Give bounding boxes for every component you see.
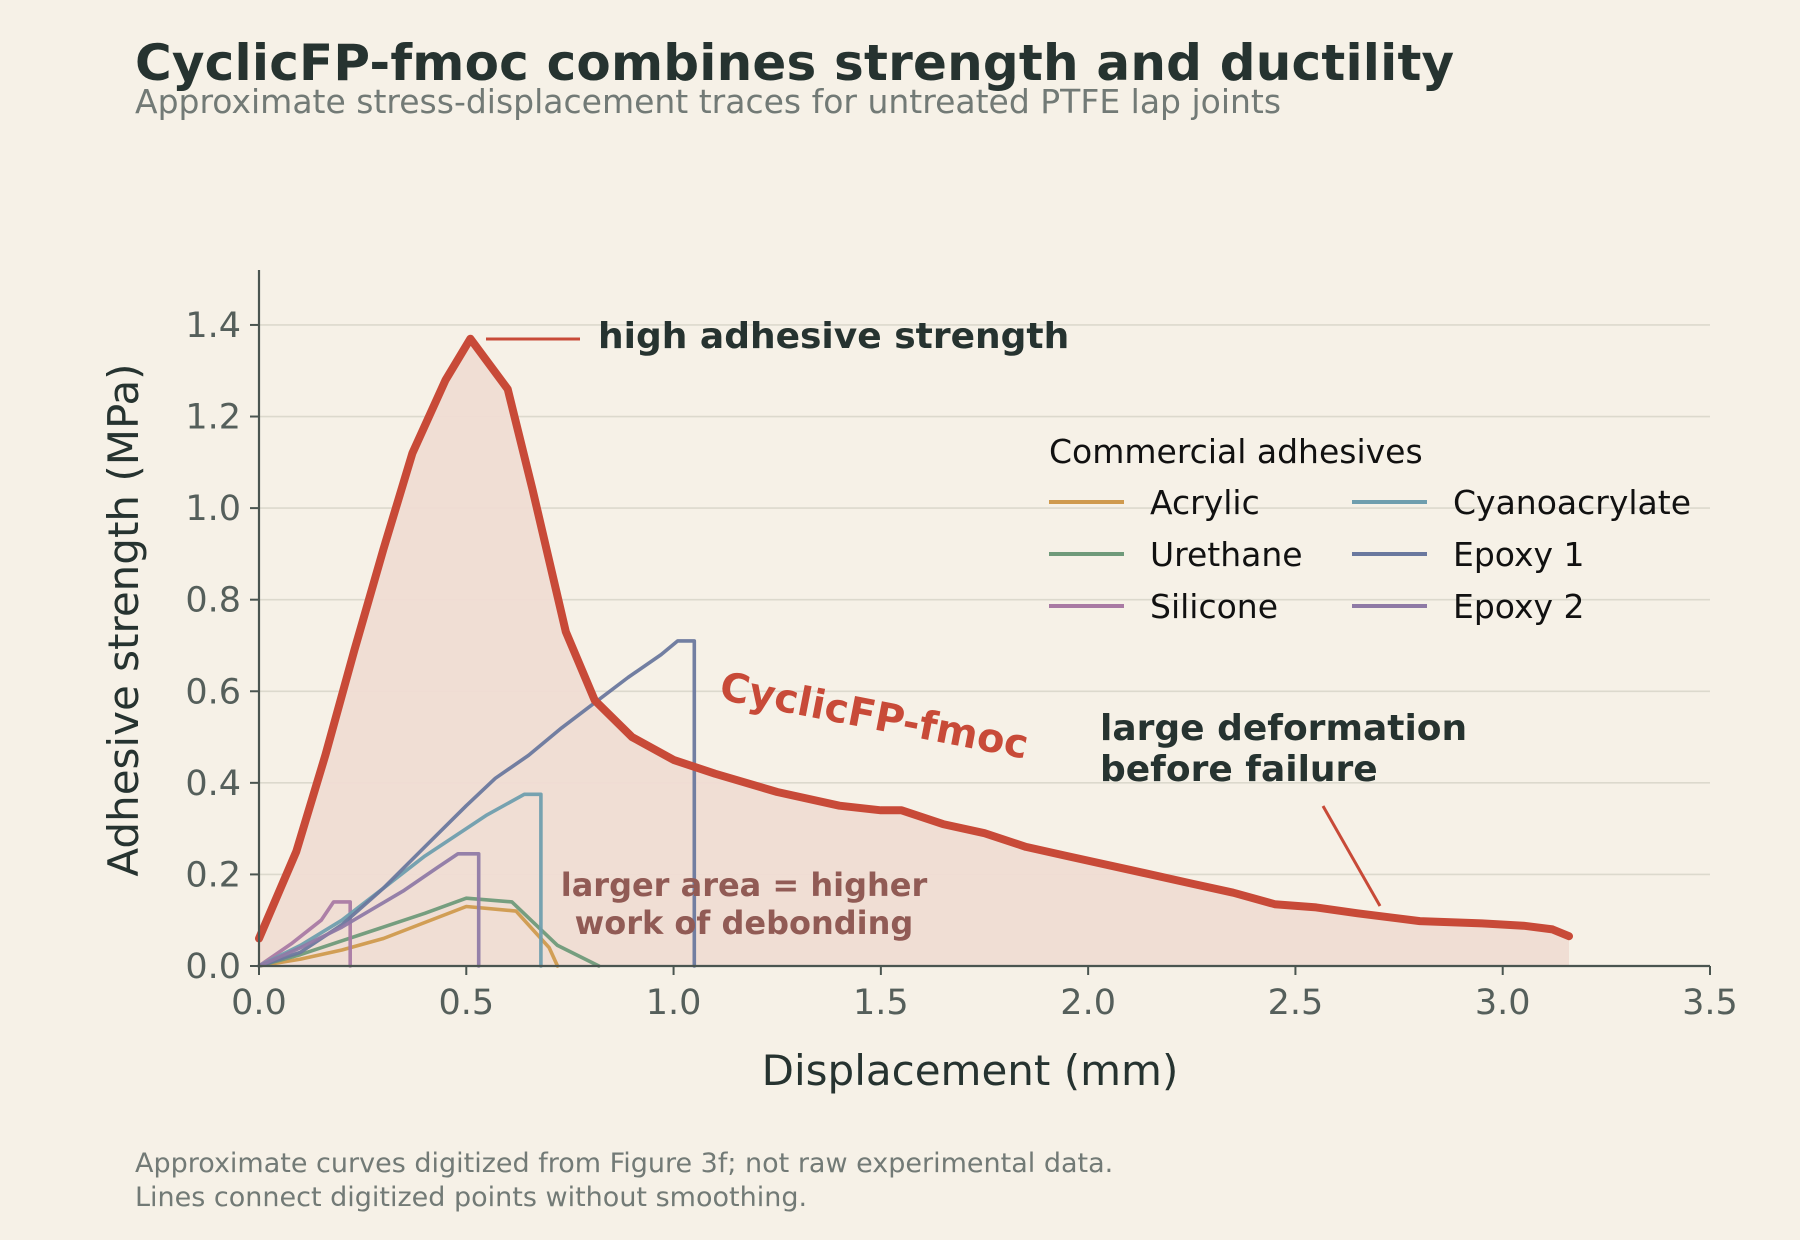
y-axis-label: Adhesive strength (MPa): [99, 363, 148, 876]
footnote-line-1: Approximate curves digitized from Figure…: [135, 1148, 1114, 1179]
series-line-cyclicfp-fmoc: [255, 334, 1573, 943]
annotation-large-deformation-line-2: before failure: [1100, 749, 1378, 790]
chart-title: CyclicFP-fmoc combines strength and duct…: [135, 34, 1455, 92]
footnote-line-2: Lines connect digitized points without s…: [135, 1182, 808, 1213]
x-tick-label: 3.5: [1682, 983, 1738, 1023]
series-lines: [257, 639, 697, 968]
x-tick-label: 2.0: [1060, 983, 1116, 1023]
annotation-high-strength: high adhesive strength: [598, 316, 1069, 357]
y-tick-label: 0.2: [185, 855, 241, 895]
y-tick-label: 0.0: [185, 947, 241, 987]
y-tick-label: 1.4: [185, 306, 241, 346]
cyclicfp-fmoc-area: [259, 338, 1569, 966]
y-tick-label: 0.6: [185, 672, 241, 712]
legend-title: Commercial adhesives: [1049, 432, 1423, 471]
highlight-area: [259, 338, 1569, 966]
tick-labels: 0.0 0.2 0.4 0.6 0.8 1.0 1.2 1.4 0.0 0.5 1.0 1.5 2.0 2…: [185, 306, 1738, 1023]
series-line-acrylic: [257, 904, 560, 968]
y-tick-label: 1.2: [185, 398, 241, 438]
series-label-cyclicfp: CyclicFP-fmoc: [716, 664, 1032, 769]
x-axis-label: Displacement (mm): [762, 1046, 1179, 1095]
annotation-area-line-1: larger area = higher: [561, 866, 928, 904]
annotation-area-line-2: work of debonding: [575, 904, 914, 942]
x-tick-label: 1.5: [853, 983, 909, 1023]
axes: [257, 270, 1710, 968]
legend-label: Epoxy 1: [1453, 535, 1585, 574]
legend-label: Cyanoacrylate: [1453, 483, 1691, 522]
x-tick-label: 2.5: [1268, 983, 1324, 1023]
legend-label: Acrylic: [1150, 483, 1260, 522]
y-tick-label: 0.4: [185, 764, 241, 804]
x-tick-label: 3.0: [1475, 983, 1531, 1023]
series-line-epoxy-2: [257, 851, 481, 968]
y-tick-label: 0.8: [185, 581, 241, 621]
legend-label: Epoxy 2: [1453, 587, 1585, 626]
x-tick-label: 0.5: [438, 983, 494, 1023]
chart-subtitle: Approximate stress-displacement traces f…: [135, 82, 1282, 121]
series-line-cyanoacrylate: [257, 792, 543, 968]
highlight-line: [255, 334, 1573, 943]
legend-label: Urethane: [1150, 535, 1303, 574]
x-tick-label: 1.0: [646, 983, 702, 1023]
y-tick-label: 1.0: [185, 489, 241, 529]
annotation-large-deformation-line-1: large deformation: [1100, 708, 1467, 749]
legend-label: Silicone: [1150, 587, 1278, 626]
annotation-arrow-deformation: [1321, 805, 1382, 907]
x-tick-label: 0.0: [231, 983, 287, 1023]
legend: Commercial adhesives Acrylic Urethane Sili…: [1049, 432, 1691, 626]
series-line-epoxy-1: [257, 639, 697, 968]
